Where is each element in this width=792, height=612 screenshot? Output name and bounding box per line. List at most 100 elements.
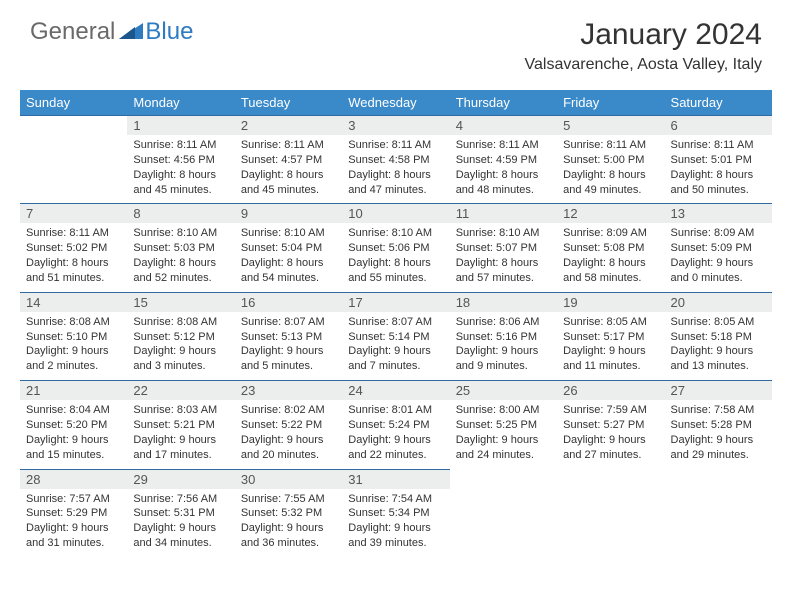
calendar-cell bbox=[20, 115, 127, 203]
calendar-cell: 7Sunrise: 8:11 AMSunset: 5:02 PMDaylight… bbox=[20, 203, 127, 291]
calendar-row: 1Sunrise: 8:11 AMSunset: 4:56 PMDaylight… bbox=[20, 115, 772, 203]
day-number: 29 bbox=[127, 469, 234, 489]
weekday-header: Friday bbox=[557, 90, 664, 115]
page-header: General Blue January 2024 Valsavarenche,… bbox=[0, 0, 792, 82]
calendar-body: 1Sunrise: 8:11 AMSunset: 4:56 PMDaylight… bbox=[20, 115, 772, 557]
calendar-cell: 16Sunrise: 8:07 AMSunset: 5:13 PMDayligh… bbox=[235, 292, 342, 380]
day-number: 9 bbox=[235, 203, 342, 223]
day-info: Sunrise: 8:09 AMSunset: 5:09 PMDaylight:… bbox=[665, 223, 772, 291]
day-number: 10 bbox=[342, 203, 449, 223]
calendar-cell: 22Sunrise: 8:03 AMSunset: 5:21 PMDayligh… bbox=[127, 380, 234, 468]
day-number: 26 bbox=[557, 380, 664, 400]
day-number: 13 bbox=[665, 203, 772, 223]
day-info: Sunrise: 8:10 AMSunset: 5:06 PMDaylight:… bbox=[342, 223, 449, 291]
calendar-row: 28Sunrise: 7:57 AMSunset: 5:29 PMDayligh… bbox=[20, 469, 772, 557]
day-info: Sunrise: 7:59 AMSunset: 5:27 PMDaylight:… bbox=[557, 400, 664, 468]
calendar-cell: 4Sunrise: 8:11 AMSunset: 4:59 PMDaylight… bbox=[450, 115, 557, 203]
calendar-row: 21Sunrise: 8:04 AMSunset: 5:20 PMDayligh… bbox=[20, 380, 772, 468]
day-number: 28 bbox=[20, 469, 127, 489]
calendar-cell: 1Sunrise: 8:11 AMSunset: 4:56 PMDaylight… bbox=[127, 115, 234, 203]
empty-cell bbox=[20, 115, 127, 135]
day-info: Sunrise: 7:56 AMSunset: 5:31 PMDaylight:… bbox=[127, 489, 234, 557]
location-text: Valsavarenche, Aosta Valley, Italy bbox=[525, 56, 762, 74]
day-number: 12 bbox=[557, 203, 664, 223]
calendar-cell: 3Sunrise: 8:11 AMSunset: 4:58 PMDaylight… bbox=[342, 115, 449, 203]
calendar-table: SundayMondayTuesdayWednesdayThursdayFrid… bbox=[20, 90, 772, 557]
calendar-cell: 23Sunrise: 8:02 AMSunset: 5:22 PMDayligh… bbox=[235, 380, 342, 468]
weekday-header: Sunday bbox=[20, 90, 127, 115]
weekday-header: Wednesday bbox=[342, 90, 449, 115]
calendar-cell: 20Sunrise: 8:05 AMSunset: 5:18 PMDayligh… bbox=[665, 292, 772, 380]
day-info: Sunrise: 8:07 AMSunset: 5:14 PMDaylight:… bbox=[342, 312, 449, 380]
day-info: Sunrise: 8:07 AMSunset: 5:13 PMDaylight:… bbox=[235, 312, 342, 380]
day-number: 19 bbox=[557, 292, 664, 312]
day-number: 17 bbox=[342, 292, 449, 312]
day-number: 24 bbox=[342, 380, 449, 400]
calendar-cell: 10Sunrise: 8:10 AMSunset: 5:06 PMDayligh… bbox=[342, 203, 449, 291]
month-title: January 2024 bbox=[525, 18, 762, 52]
calendar-cell bbox=[665, 469, 772, 557]
day-info: Sunrise: 8:11 AMSunset: 4:58 PMDaylight:… bbox=[342, 135, 449, 203]
calendar-cell: 30Sunrise: 7:55 AMSunset: 5:32 PMDayligh… bbox=[235, 469, 342, 557]
logo-text-blue: Blue bbox=[145, 18, 193, 46]
day-number: 16 bbox=[235, 292, 342, 312]
weekday-header-row: SundayMondayTuesdayWednesdayThursdayFrid… bbox=[20, 90, 772, 115]
calendar-cell: 6Sunrise: 8:11 AMSunset: 5:01 PMDaylight… bbox=[665, 115, 772, 203]
calendar-cell: 15Sunrise: 8:08 AMSunset: 5:12 PMDayligh… bbox=[127, 292, 234, 380]
calendar-cell: 8Sunrise: 8:10 AMSunset: 5:03 PMDaylight… bbox=[127, 203, 234, 291]
day-number: 2 bbox=[235, 115, 342, 135]
day-number: 22 bbox=[127, 380, 234, 400]
calendar-cell: 26Sunrise: 7:59 AMSunset: 5:27 PMDayligh… bbox=[557, 380, 664, 468]
calendar-cell: 28Sunrise: 7:57 AMSunset: 5:29 PMDayligh… bbox=[20, 469, 127, 557]
day-info: Sunrise: 7:58 AMSunset: 5:28 PMDaylight:… bbox=[665, 400, 772, 468]
day-info: Sunrise: 8:11 AMSunset: 5:01 PMDaylight:… bbox=[665, 135, 772, 203]
calendar-cell: 12Sunrise: 8:09 AMSunset: 5:08 PMDayligh… bbox=[557, 203, 664, 291]
day-info: Sunrise: 8:08 AMSunset: 5:10 PMDaylight:… bbox=[20, 312, 127, 380]
calendar-cell: 19Sunrise: 8:05 AMSunset: 5:17 PMDayligh… bbox=[557, 292, 664, 380]
day-info: Sunrise: 8:05 AMSunset: 5:18 PMDaylight:… bbox=[665, 312, 772, 380]
day-number: 25 bbox=[450, 380, 557, 400]
calendar-cell: 11Sunrise: 8:10 AMSunset: 5:07 PMDayligh… bbox=[450, 203, 557, 291]
logo-triangle-icon bbox=[119, 21, 143, 44]
weekday-header: Monday bbox=[127, 90, 234, 115]
day-info: Sunrise: 8:05 AMSunset: 5:17 PMDaylight:… bbox=[557, 312, 664, 380]
day-info: Sunrise: 7:57 AMSunset: 5:29 PMDaylight:… bbox=[20, 489, 127, 557]
calendar-row: 14Sunrise: 8:08 AMSunset: 5:10 PMDayligh… bbox=[20, 292, 772, 380]
calendar-cell: 14Sunrise: 8:08 AMSunset: 5:10 PMDayligh… bbox=[20, 292, 127, 380]
day-info: Sunrise: 8:11 AMSunset: 5:00 PMDaylight:… bbox=[557, 135, 664, 203]
calendar-cell: 9Sunrise: 8:10 AMSunset: 5:04 PMDaylight… bbox=[235, 203, 342, 291]
day-info: Sunrise: 8:11 AMSunset: 4:57 PMDaylight:… bbox=[235, 135, 342, 203]
day-number: 8 bbox=[127, 203, 234, 223]
day-info: Sunrise: 7:54 AMSunset: 5:34 PMDaylight:… bbox=[342, 489, 449, 557]
day-info: Sunrise: 8:00 AMSunset: 5:25 PMDaylight:… bbox=[450, 400, 557, 468]
day-info: Sunrise: 8:11 AMSunset: 5:02 PMDaylight:… bbox=[20, 223, 127, 291]
weekday-header: Tuesday bbox=[235, 90, 342, 115]
day-info: Sunrise: 8:01 AMSunset: 5:24 PMDaylight:… bbox=[342, 400, 449, 468]
calendar-cell: 13Sunrise: 8:09 AMSunset: 5:09 PMDayligh… bbox=[665, 203, 772, 291]
day-info: Sunrise: 8:10 AMSunset: 5:07 PMDaylight:… bbox=[450, 223, 557, 291]
day-info: Sunrise: 8:11 AMSunset: 4:56 PMDaylight:… bbox=[127, 135, 234, 203]
day-number: 31 bbox=[342, 469, 449, 489]
calendar-cell: 17Sunrise: 8:07 AMSunset: 5:14 PMDayligh… bbox=[342, 292, 449, 380]
day-info: Sunrise: 8:08 AMSunset: 5:12 PMDaylight:… bbox=[127, 312, 234, 380]
day-number: 23 bbox=[235, 380, 342, 400]
day-info: Sunrise: 8:09 AMSunset: 5:08 PMDaylight:… bbox=[557, 223, 664, 291]
day-number: 5 bbox=[557, 115, 664, 135]
calendar-cell: 29Sunrise: 7:56 AMSunset: 5:31 PMDayligh… bbox=[127, 469, 234, 557]
day-info: Sunrise: 8:10 AMSunset: 5:03 PMDaylight:… bbox=[127, 223, 234, 291]
logo-text-general: General bbox=[30, 18, 115, 46]
day-info: Sunrise: 8:03 AMSunset: 5:21 PMDaylight:… bbox=[127, 400, 234, 468]
calendar-cell: 27Sunrise: 7:58 AMSunset: 5:28 PMDayligh… bbox=[665, 380, 772, 468]
day-number: 7 bbox=[20, 203, 127, 223]
day-info: Sunrise: 8:04 AMSunset: 5:20 PMDaylight:… bbox=[20, 400, 127, 468]
title-block: January 2024 Valsavarenche, Aosta Valley… bbox=[525, 18, 762, 74]
day-number: 18 bbox=[450, 292, 557, 312]
day-number: 11 bbox=[450, 203, 557, 223]
day-number: 27 bbox=[665, 380, 772, 400]
day-number: 6 bbox=[665, 115, 772, 135]
day-info: Sunrise: 8:06 AMSunset: 5:16 PMDaylight:… bbox=[450, 312, 557, 380]
calendar-row: 7Sunrise: 8:11 AMSunset: 5:02 PMDaylight… bbox=[20, 203, 772, 291]
weekday-header: Thursday bbox=[450, 90, 557, 115]
day-number: 1 bbox=[127, 115, 234, 135]
day-number: 30 bbox=[235, 469, 342, 489]
